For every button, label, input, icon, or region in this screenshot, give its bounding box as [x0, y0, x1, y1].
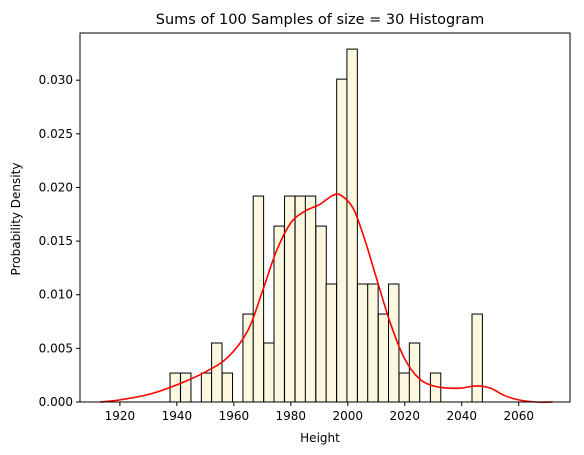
x-tick-label: 1940 [162, 409, 193, 423]
y-tick-label: 0.000 [39, 395, 73, 409]
plot-frame [79, 32, 571, 403]
kde-curve [99, 193, 553, 403]
histogram-bar [346, 48, 358, 403]
y-tick-label: 0.025 [39, 127, 73, 141]
x-axis-label: Height [300, 431, 340, 445]
histogram-bar [367, 283, 379, 403]
histogram-bar [180, 372, 192, 403]
histogram-bar [336, 78, 348, 403]
histogram-bar [200, 372, 213, 403]
histogram-bar [471, 313, 483, 403]
y-tick-label: 0.010 [39, 288, 73, 302]
y-axis-ticks: 0.000 0.005 0.010 0.015 0.020 0.025 0.030 [39, 73, 80, 409]
histogram-bar [377, 313, 390, 403]
histogram-bar [252, 195, 265, 403]
x-tick-label: 2000 [333, 409, 364, 423]
histogram-bar [356, 283, 369, 403]
x-axis-ticks: 1920 1940 1960 1980 2000 2020 2040 2060 [105, 402, 534, 423]
histogram-bar [304, 195, 317, 403]
x-tick-label: 2060 [503, 409, 534, 423]
histogram-bar [242, 313, 254, 403]
x-tick-label: 1920 [105, 409, 136, 423]
histogram-bar [284, 195, 296, 403]
x-tick-label: 2040 [446, 409, 477, 423]
x-tick-label: 2020 [389, 409, 420, 423]
histogram-bar [294, 195, 306, 403]
x-tick-label: 1960 [219, 409, 250, 423]
histogram-bar [315, 225, 327, 403]
chart-title: Sums of 100 Samples of size = 30 Histogr… [156, 12, 484, 28]
y-tick-label: 0.015 [39, 234, 73, 248]
histogram-bar [221, 372, 234, 403]
x-tick-label: 1980 [276, 409, 307, 423]
histogram-bar [263, 342, 275, 403]
y-tick-label: 0.005 [39, 341, 73, 355]
histogram-bar [211, 342, 223, 403]
histogram-bar [398, 372, 410, 403]
y-tick-label: 0.030 [39, 73, 73, 87]
y-tick-label: 0.020 [39, 180, 73, 194]
histogram-bar [325, 283, 338, 403]
histogram-bars [169, 48, 483, 403]
y-axis-label: Probability Density [9, 163, 23, 276]
